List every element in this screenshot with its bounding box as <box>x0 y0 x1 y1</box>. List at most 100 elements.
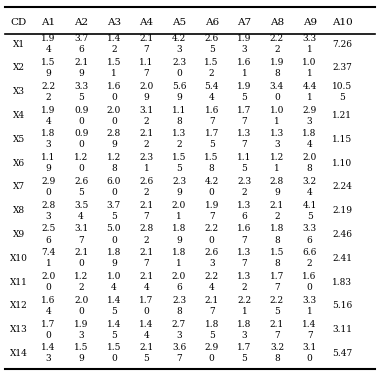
Text: 1.6
0: 1.6 0 <box>107 82 121 102</box>
Text: 2.1
4: 2.1 4 <box>139 272 153 292</box>
Text: 1.8
9: 1.8 9 <box>107 248 121 268</box>
Text: 2.1
0: 2.1 0 <box>74 248 88 268</box>
Text: 2.2
0: 2.2 0 <box>204 224 219 244</box>
Text: 1.7
0: 1.7 0 <box>139 296 153 316</box>
Text: 6.6
2: 6.6 2 <box>302 248 317 268</box>
Text: A3: A3 <box>107 18 121 27</box>
Text: 1.3
6: 1.3 6 <box>237 201 251 221</box>
Text: 1.7
5: 1.7 5 <box>237 343 251 364</box>
Text: 1.1
5: 1.1 5 <box>237 153 251 173</box>
Text: 1.7
0: 1.7 0 <box>41 320 56 340</box>
Text: 2.0
0: 2.0 0 <box>74 296 88 316</box>
Text: 5.4
4: 5.4 4 <box>204 82 219 102</box>
Text: 1.3
3: 1.3 3 <box>270 129 284 149</box>
Text: 5.6
9: 5.6 9 <box>172 82 186 102</box>
Text: 2.3
9: 2.3 9 <box>172 177 186 197</box>
Text: 1.3
2: 1.3 2 <box>237 272 251 292</box>
Text: 1.2
8: 1.2 8 <box>107 153 121 173</box>
Text: X4: X4 <box>12 111 25 120</box>
Text: 4.2
0: 4.2 0 <box>204 177 219 197</box>
Text: 2.3
0: 2.3 0 <box>172 58 186 78</box>
Text: 2.3
1: 2.3 1 <box>139 153 153 173</box>
Text: 7.4
1: 7.4 1 <box>41 248 56 268</box>
Text: 1.2
0: 1.2 0 <box>74 153 88 173</box>
Text: 1.3
7: 1.3 7 <box>237 248 251 268</box>
Text: X10: X10 <box>10 254 28 263</box>
Text: 2.1
2: 2.1 2 <box>270 201 284 221</box>
Text: 2.1
5: 2.1 5 <box>139 343 153 364</box>
Text: 1.5
9: 1.5 9 <box>41 58 56 78</box>
Text: 1.15: 1.15 <box>332 135 352 144</box>
Text: 1.4
3: 1.4 3 <box>41 343 56 364</box>
Text: 3.3
6: 3.3 6 <box>302 224 317 244</box>
Text: 3.5
4: 3.5 4 <box>74 201 88 221</box>
Text: 1.4
7: 1.4 7 <box>302 320 317 340</box>
Text: A4: A4 <box>139 18 153 27</box>
Text: 4.2
3: 4.2 3 <box>172 34 186 54</box>
Text: 1.2
2: 1.2 2 <box>74 272 88 292</box>
Text: 1.3
7: 1.3 7 <box>237 129 251 149</box>
Text: 2.2
5: 2.2 5 <box>270 296 284 316</box>
Text: 2.1
7: 2.1 7 <box>270 320 284 340</box>
Text: 1.6
1: 1.6 1 <box>237 58 251 78</box>
Text: X11: X11 <box>10 277 28 287</box>
Text: 1.4
5: 1.4 5 <box>107 320 121 340</box>
Text: 3.7
5: 3.7 5 <box>107 201 121 221</box>
Text: 1.7
7: 1.7 7 <box>237 106 251 126</box>
Text: A1: A1 <box>42 18 56 27</box>
Text: 3.11: 3.11 <box>332 325 352 334</box>
Text: 3.3
1: 3.3 1 <box>302 296 317 316</box>
Text: 2.1
7: 2.1 7 <box>139 34 153 54</box>
Text: 3.3
5: 3.3 5 <box>74 82 88 102</box>
Text: A6: A6 <box>204 18 219 27</box>
Text: 2.0
8: 2.0 8 <box>302 153 317 173</box>
Text: 2.2
4: 2.2 4 <box>204 272 219 292</box>
Text: 2.1
7: 2.1 7 <box>139 201 153 221</box>
Text: 3.1
2: 3.1 2 <box>139 106 153 126</box>
Text: 1.8
9: 1.8 9 <box>172 224 186 244</box>
Text: 1.21: 1.21 <box>332 111 352 120</box>
Text: 2.8
9: 2.8 9 <box>107 129 121 149</box>
Text: 2.1
7: 2.1 7 <box>204 296 219 316</box>
Text: 1.9
3: 1.9 3 <box>74 320 88 340</box>
Text: 2.37: 2.37 <box>332 64 352 73</box>
Text: 1.9
8: 1.9 8 <box>270 58 284 78</box>
Text: 1.0
1: 1.0 1 <box>302 58 317 78</box>
Text: 2.0
9: 2.0 9 <box>139 82 153 102</box>
Text: 3.6
7: 3.6 7 <box>172 343 186 364</box>
Text: 2.8
2: 2.8 2 <box>139 224 153 244</box>
Text: X9: X9 <box>12 230 25 239</box>
Text: 1.9
7: 1.9 7 <box>204 201 219 221</box>
Text: 1.5
9: 1.5 9 <box>74 343 88 364</box>
Text: 4.1
5: 4.1 5 <box>302 201 317 221</box>
Text: 1.0
4: 1.0 4 <box>107 272 121 292</box>
Text: CD: CD <box>11 18 27 27</box>
Text: 2.9
0: 2.9 0 <box>41 177 56 197</box>
Text: 10.5
5: 10.5 5 <box>332 82 352 102</box>
Text: 1.6
7: 1.6 7 <box>237 224 251 244</box>
Text: 1.4
2: 1.4 2 <box>107 34 121 54</box>
Text: 1.3
2: 1.3 2 <box>172 129 186 149</box>
Text: 1.5
5: 1.5 5 <box>172 153 186 173</box>
Text: 7.26: 7.26 <box>332 40 352 49</box>
Text: 2.3
2: 2.3 2 <box>237 177 251 197</box>
Text: 4.4
1: 4.4 1 <box>302 82 317 102</box>
Text: A5: A5 <box>172 18 186 27</box>
Text: X1: X1 <box>12 40 25 49</box>
Text: 2.5
6: 2.5 6 <box>41 224 56 244</box>
Text: 2.41: 2.41 <box>332 254 352 263</box>
Text: 2.2
2: 2.2 2 <box>42 82 56 102</box>
Text: 1.9
3: 1.9 3 <box>237 34 251 54</box>
Text: 1.8
4: 1.8 4 <box>302 129 317 149</box>
Text: 2.19: 2.19 <box>332 206 352 215</box>
Text: 2.6
2: 2.6 2 <box>139 177 153 197</box>
Text: 2.7
3: 2.7 3 <box>172 320 186 340</box>
Text: 1.5
0: 1.5 0 <box>107 343 121 364</box>
Text: 2.1
2: 2.1 2 <box>139 129 153 149</box>
Text: 1.6
0: 1.6 0 <box>302 272 317 292</box>
Text: 3.4
0: 3.4 0 <box>270 82 284 102</box>
Text: 1.5
1: 1.5 1 <box>107 58 121 78</box>
Text: 2.24: 2.24 <box>332 182 352 191</box>
Text: 1.8
8: 1.8 8 <box>270 224 284 244</box>
Text: X7: X7 <box>12 182 25 191</box>
